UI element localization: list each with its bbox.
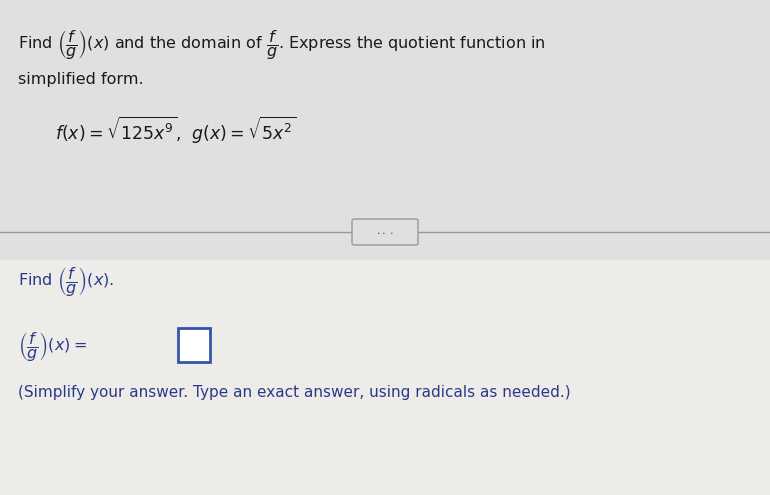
Bar — [178, 328, 210, 362]
Bar — [0, 0, 770, 260]
Text: $\cdot\cdot\cdot$: $\cdot\cdot\cdot$ — [376, 227, 394, 237]
Text: Find $\left(\dfrac{f}{g}\right)(x)$ and the domain of $\dfrac{f}{g}$. Express th: Find $\left(\dfrac{f}{g}\right)(x)$ and … — [18, 28, 546, 61]
Text: $f(x) = \sqrt{125x^9}$,  $g(x) = \sqrt{5x^2}$: $f(x) = \sqrt{125x^9}$, $g(x) = \sqrt{5x… — [55, 115, 296, 146]
Text: $\left(\dfrac{f}{g}\right)(x) = $: $\left(\dfrac{f}{g}\right)(x) = $ — [18, 330, 87, 363]
FancyBboxPatch shape — [352, 219, 418, 245]
Text: Find $\left(\dfrac{f}{g}\right)(x).$: Find $\left(\dfrac{f}{g}\right)(x).$ — [18, 265, 114, 298]
Bar — [0, 260, 770, 495]
Text: (Simplify your answer. Type an exact answer, using radicals as needed.): (Simplify your answer. Type an exact ans… — [18, 385, 571, 400]
Text: simplified form.: simplified form. — [18, 72, 144, 87]
